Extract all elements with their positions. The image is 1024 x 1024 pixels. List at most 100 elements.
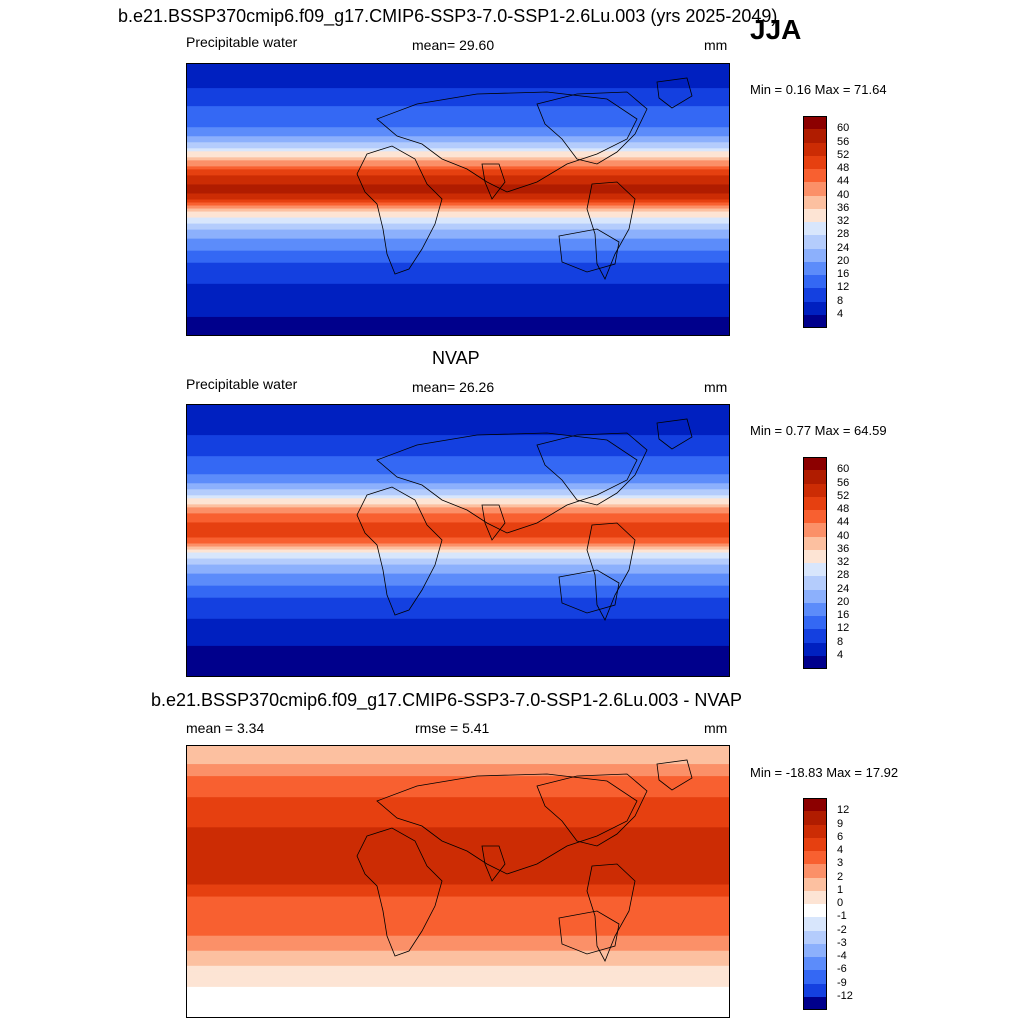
map-band: [187, 292, 729, 297]
map-band: [187, 94, 729, 98]
map-band: [187, 444, 729, 448]
colorbar-tick-label: 36: [837, 542, 850, 555]
map-band: [187, 283, 729, 288]
map-band: [187, 953, 729, 958]
map-band: [187, 241, 729, 246]
colorbar-swatch: [803, 629, 827, 643]
map-band: [187, 567, 729, 572]
map-band: [187, 483, 729, 487]
colorbar-tick-label: 60: [837, 463, 850, 476]
map-band: [187, 414, 729, 418]
map-band: [187, 253, 729, 258]
map-band: [187, 621, 729, 626]
map-band: [187, 196, 729, 201]
map-band: [187, 821, 729, 825]
map-band: [187, 262, 729, 267]
colorbar-swatch: [803, 523, 827, 537]
map-band: [187, 310, 729, 315]
panel2-units-label: mm: [704, 379, 728, 395]
colorbar-swatch: [803, 483, 827, 498]
map-band: [187, 878, 729, 883]
map-band: [187, 450, 729, 454]
map-band: [187, 887, 729, 892]
colorbar-swatch: [803, 930, 827, 945]
map-band: [187, 100, 729, 104]
map-band: [187, 513, 729, 518]
colorbar-tick-label: 8: [837, 635, 844, 648]
colorbar-tick-label: 44: [837, 516, 850, 529]
map-band: [187, 576, 729, 581]
panel1-minmax: Min = 0.16 Max = 71.64: [750, 82, 887, 97]
colorbar-swatch: [803, 457, 827, 471]
map-band: [187, 600, 729, 605]
map-band: [187, 121, 729, 125]
map-band: [187, 154, 729, 158]
map-band: [187, 166, 729, 170]
colorbar-tick-label: 1: [837, 883, 844, 896]
map-band: [187, 812, 729, 816]
map-band: [187, 836, 729, 840]
map-band: [187, 471, 729, 475]
colorbar-swatch: [803, 957, 827, 971]
map-band: [187, 289, 729, 294]
colorbar-tick-label: 32: [837, 215, 850, 227]
map-band: [187, 181, 729, 186]
colorbar-swatch: [803, 169, 827, 183]
map-band: [187, 205, 729, 210]
map-band: [187, 989, 729, 994]
map-band: [187, 992, 729, 997]
colorbar-swatch: [803, 549, 827, 564]
map-band: [187, 645, 729, 650]
colorbar-swatch: [803, 142, 827, 157]
colorbar-swatch: [803, 904, 827, 918]
map-band: [187, 980, 729, 985]
map-band: [187, 573, 729, 578]
map-band: [187, 480, 729, 484]
map-band: [187, 229, 729, 234]
map-band: [187, 70, 729, 74]
map-band: [187, 917, 729, 922]
map-band: [187, 510, 729, 514]
panel1-units-label: mm: [704, 37, 728, 53]
map-band: [187, 618, 729, 623]
map-band: [187, 663, 729, 668]
map-band: [187, 280, 729, 285]
colorbar-tick-label: -9: [837, 976, 847, 989]
map-band: [187, 594, 729, 599]
map-band: [187, 612, 729, 617]
map-band: [187, 627, 729, 632]
map-band: [187, 857, 729, 862]
panel3-rmse-label: rmse = 5.41: [415, 720, 490, 736]
map-band: [187, 555, 729, 560]
panel2-colorbar: 60 56 52 48 44 40 36 32 28 24 20 16 12 8 4: [803, 457, 849, 670]
map-band: [187, 106, 729, 110]
colorbar-tick-label: -4: [837, 950, 847, 962]
map-band: [187, 752, 729, 756]
map-band: [187, 923, 729, 928]
map-band: [187, 1007, 729, 1012]
map-band: [187, 157, 729, 161]
map-band: [187, 223, 729, 228]
map-band: [187, 558, 729, 563]
colorbar-tick-label: 52: [837, 489, 850, 502]
coastline: [481, 504, 506, 541]
map-band: [187, 890, 729, 895]
map-band: [187, 591, 729, 596]
map-band: [187, 552, 729, 557]
map-band: [187, 926, 729, 931]
colorbar-tick-label: 56: [837, 476, 850, 489]
map-band: [187, 301, 729, 306]
map-band: [187, 429, 729, 433]
map-band: [187, 549, 729, 554]
colorbar-swatch: [803, 261, 827, 276]
colorbar-tick-label: 12: [837, 281, 850, 294]
colorbar-swatch: [803, 824, 827, 839]
map-band: [187, 259, 729, 264]
colorbar-swatch: [803, 235, 827, 249]
map-band: [187, 537, 729, 542]
map-band: [187, 468, 729, 472]
coastline: [481, 163, 506, 200]
colorbar-swatch: [803, 116, 827, 130]
map-band: [187, 145, 729, 149]
map-band: [187, 232, 729, 237]
